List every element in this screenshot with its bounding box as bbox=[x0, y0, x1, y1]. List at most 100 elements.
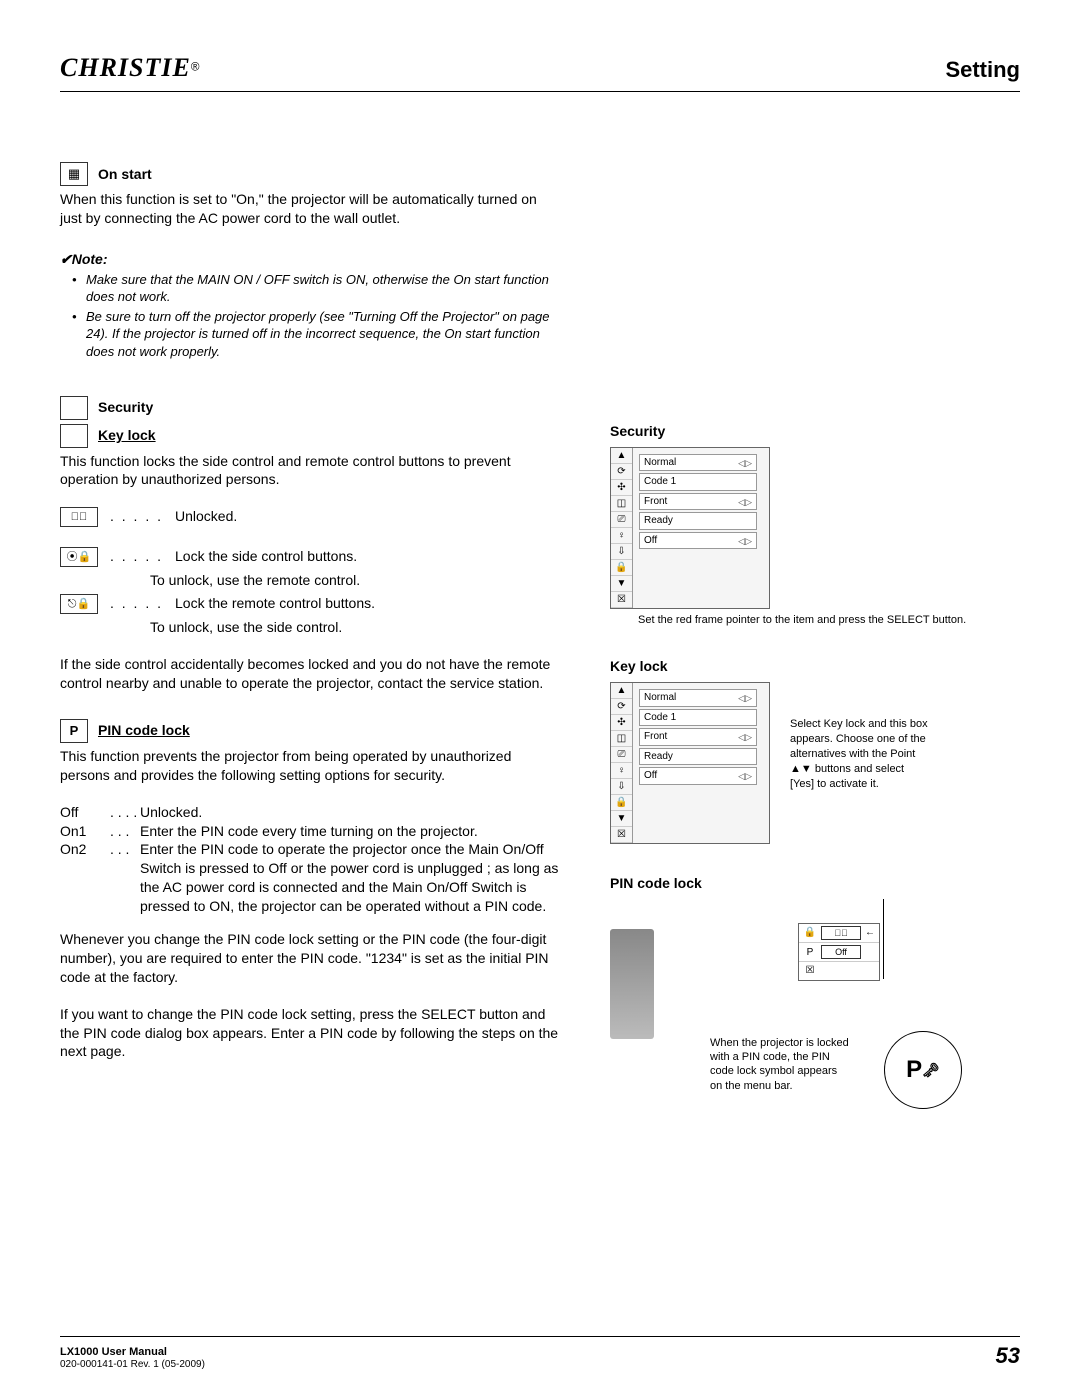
pincode-heading: PIN code lock bbox=[98, 721, 190, 740]
pincode-icon: P bbox=[60, 719, 88, 743]
pincode-symbol-callout: P🗝 bbox=[884, 1031, 962, 1109]
menu-up-icon: ▲ bbox=[611, 683, 632, 699]
page-header: CHRISTIE® Setting bbox=[60, 50, 1020, 92]
dots: . . . bbox=[110, 840, 140, 916]
menu-item[interactable]: Off◁▷ bbox=[639, 532, 757, 550]
menu-item[interactable]: Code 1 bbox=[639, 473, 757, 491]
dots: . . . . . bbox=[110, 507, 163, 526]
brand-text: CHRISTIE bbox=[60, 53, 191, 82]
menu-side-icon: ⎚ bbox=[611, 512, 632, 528]
keylock-heading: Key lock bbox=[98, 426, 156, 445]
menu-side-icon: ✣ bbox=[611, 715, 632, 731]
menu-item[interactable]: Ready bbox=[639, 748, 757, 766]
lock-row-unlocked: ⦿⃠ . . . . . Unlocked. bbox=[60, 507, 560, 527]
keylock-warning: If the side control accidentally becomes… bbox=[60, 655, 560, 693]
lock-text: Lock the side control buttons. bbox=[175, 547, 357, 566]
lock-text-sub: To unlock, use the side control. bbox=[150, 618, 560, 637]
note-block: ✔Note: Make sure that the MAIN ON / OFF … bbox=[60, 250, 560, 361]
pincode-screenshot: 🔒⦿⃠← POff ☒ When the projector is locked… bbox=[610, 899, 950, 1099]
menu-item[interactable]: Ready bbox=[639, 512, 757, 530]
menu-down-icon: ▼ bbox=[611, 576, 632, 592]
right-column: Security ▲ ⟳ ✣ ◫ ⎚ ♀ ⇩ 🔒 ▼ ☒ Normal◁▷ Co… bbox=[610, 162, 990, 1129]
menu-item[interactable]: Front◁▷ bbox=[639, 728, 757, 746]
pincode-option-list: Off . . . . Unlocked. On1 . . . Enter th… bbox=[60, 803, 560, 916]
pin-menu-row[interactable]: ☒ bbox=[799, 962, 879, 980]
menu-item[interactable]: Normal◁▷ bbox=[639, 454, 757, 472]
menu-side-icon: ♀ bbox=[611, 528, 632, 544]
lock-remote-icon: ⎋🔒 bbox=[60, 594, 98, 614]
right-security-heading: Security bbox=[610, 422, 990, 441]
menu-item[interactable]: Normal◁▷ bbox=[639, 689, 757, 707]
security-icon bbox=[60, 396, 88, 420]
keylock-heading-row: Key lock bbox=[60, 424, 560, 448]
page-footer: LX1000 User Manual 020-000141-01 Rev. 1 … bbox=[60, 1336, 1020, 1371]
pincode-symbol: P bbox=[906, 1054, 922, 1086]
menu-side-icon: ◫ bbox=[611, 731, 632, 747]
menu-item[interactable]: Code 1 bbox=[639, 709, 757, 727]
menu-side-icon: ◫ bbox=[611, 496, 632, 512]
lock-text-sub: To unlock, use the remote control. bbox=[150, 571, 560, 590]
lock-row-side: ⦿🔒 . . . . . Lock the side control butto… bbox=[60, 547, 560, 567]
page-title: Setting bbox=[945, 55, 1020, 85]
note-item: Be sure to turn off the projector proper… bbox=[76, 308, 560, 361]
security-menu: ▲ ⟳ ✣ ◫ ⎚ ♀ ⇩ 🔒 ▼ ☒ Normal◁▷ Code 1 Fron… bbox=[610, 447, 770, 609]
dots: . . . . bbox=[110, 803, 140, 822]
security-heading-row: Security bbox=[60, 396, 560, 420]
pincode-option-on1: On1 . . . Enter the PIN code every time … bbox=[60, 822, 560, 841]
keylock-icon bbox=[60, 424, 88, 448]
left-column: ▦ On start When this function is set to … bbox=[60, 162, 560, 1129]
right-pincode-caption: When the projector is locked with a PIN … bbox=[710, 1036, 850, 1093]
right-pincode-block: PIN code lock 🔒⦿⃠← POff ☒ When the proje… bbox=[610, 874, 990, 1099]
brand-logo: CHRISTIE® bbox=[60, 50, 199, 85]
menu-side-icon: ♀ bbox=[611, 763, 632, 779]
opt-label: On1 bbox=[60, 822, 110, 841]
right-pincode-heading: PIN code lock bbox=[610, 874, 990, 893]
onstart-heading-row: ▦ On start bbox=[60, 162, 560, 186]
dots: . . . bbox=[110, 822, 140, 841]
footer-rev: 020-000141-01 Rev. 1 (05-2009) bbox=[60, 1359, 205, 1371]
right-keylock-caption: Select Key lock and this box appears. Ch… bbox=[790, 717, 930, 791]
pin-menu-row[interactable]: POff bbox=[799, 943, 879, 962]
menu-side-icon: ✣ bbox=[611, 480, 632, 496]
note-label: ✔Note: bbox=[60, 250, 560, 269]
unlocked-icon: ⦿⃠ bbox=[60, 507, 98, 527]
pincode-menu: 🔒⦿⃠← POff ☒ bbox=[798, 923, 880, 981]
lock-text: Unlocked. bbox=[175, 507, 237, 526]
onstart-body: When this function is set to "On," the p… bbox=[60, 190, 560, 228]
opt-text: Enter the PIN code to operate the projec… bbox=[140, 840, 560, 916]
menu-up-icon: ▲ bbox=[611, 448, 632, 464]
onstart-icon: ▦ bbox=[60, 162, 88, 186]
right-security-block: Security ▲ ⟳ ✣ ◫ ⎚ ♀ ⇩ 🔒 ▼ ☒ Normal◁▷ Co… bbox=[610, 422, 990, 627]
opt-text: Unlocked. bbox=[140, 803, 560, 822]
menu-side-icon: ⇩ bbox=[611, 544, 632, 560]
keylock-menu: ▲ ⟳ ✣ ◫ ⎚ ♀ ⇩ 🔒 ▼ ☒ Normal◁▷ Code 1 Fron… bbox=[610, 682, 770, 844]
menu-item[interactable]: Off◁▷ bbox=[639, 767, 757, 785]
menu-down-icon: ▼ bbox=[611, 811, 632, 827]
menu-item[interactable]: Front◁▷ bbox=[639, 493, 757, 511]
pin-menu-row[interactable]: 🔒⦿⃠← bbox=[799, 924, 879, 943]
projector-sketch-icon bbox=[610, 929, 654, 1039]
lock-side-icon: ⦿🔒 bbox=[60, 547, 98, 567]
keylock-intro: This function locks the side control and… bbox=[60, 452, 560, 490]
lock-icon: 🔒 bbox=[803, 926, 817, 940]
menu-exit-icon: ☒ bbox=[611, 827, 632, 843]
right-keylock-heading: Key lock bbox=[610, 657, 770, 676]
callout-line bbox=[883, 899, 884, 979]
menu-exit-icon: ☒ bbox=[611, 592, 632, 608]
brand-mark: ® bbox=[191, 60, 200, 73]
note-list: Make sure that the MAIN ON / OFF switch … bbox=[76, 271, 560, 361]
pincode-p2: Whenever you change the PIN code lock se… bbox=[60, 930, 560, 987]
dots: . . . . . bbox=[110, 594, 163, 613]
key-icon: 🗝 bbox=[922, 1061, 940, 1080]
opt-label: Off bbox=[60, 803, 110, 822]
right-security-caption: Set the red frame pointer to the item an… bbox=[638, 613, 990, 627]
pincode-p3: If you want to change the PIN code lock … bbox=[60, 1005, 560, 1062]
footer-product: LX1000 User Manual bbox=[60, 1346, 205, 1359]
dots: . . . . . bbox=[110, 547, 163, 566]
menu-side-icon: 🔒 bbox=[611, 560, 632, 576]
note-item: Make sure that the MAIN ON / OFF switch … bbox=[76, 271, 560, 306]
opt-label: On2 bbox=[60, 840, 110, 916]
pincode-intro: This function prevents the projector fro… bbox=[60, 747, 560, 785]
page-number: 53 bbox=[996, 1341, 1020, 1371]
opt-text: Enter the PIN code every time turning on… bbox=[140, 822, 560, 841]
